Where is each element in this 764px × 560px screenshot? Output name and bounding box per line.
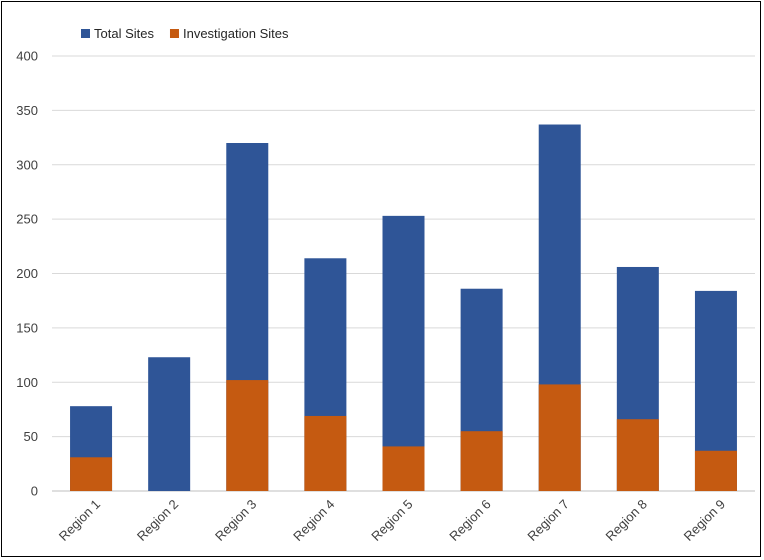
x-tick-label: Region 2 (134, 497, 181, 544)
investigation-sites-bar-5 (382, 446, 425, 491)
y-tick-label: 0 (31, 484, 38, 499)
x-tick-label: Region 6 (446, 497, 493, 544)
y-axis-ticks: 0 50 100 150 200 250 300 350 400 (16, 49, 38, 499)
investigation-sites-bar-6 (460, 431, 503, 491)
x-tick-label: Region 4 (290, 497, 337, 544)
legend-swatch (81, 29, 90, 38)
x-tick-label: Region 3 (212, 497, 259, 544)
y-tick-label: 100 (16, 375, 38, 390)
y-tick-label: 250 (16, 212, 38, 227)
bars (70, 124, 737, 492)
investigation-sites-bar-9 (694, 450, 737, 491)
y-tick-label: 150 (16, 320, 38, 335)
x-tick-label: Region 5 (368, 497, 415, 544)
total-sites-bar-2 (148, 357, 191, 491)
legend: Total Sites Investigation Sites (81, 26, 289, 41)
legend-label: Total Sites (94, 26, 154, 41)
y-tick-label: 350 (16, 103, 38, 118)
y-tick-label: 300 (16, 157, 38, 172)
x-tick-label: Region 7 (524, 497, 571, 544)
total-sites-bar-5 (382, 215, 425, 492)
investigation-sites-bar-4 (304, 415, 347, 491)
x-tick-label: Region 8 (603, 497, 650, 544)
y-tick-label: 400 (16, 49, 38, 64)
investigation-sites-bar-8 (616, 419, 659, 491)
investigation-sites-bar-7 (538, 384, 581, 491)
x-tick-label: Region 1 (56, 497, 103, 544)
y-tick-label: 50 (24, 429, 38, 444)
y-tick-label: 200 (16, 266, 38, 281)
investigation-sites-bar-1 (70, 457, 113, 491)
investigation-sites-bar-3 (226, 380, 269, 491)
legend-label: Investigation Sites (183, 26, 289, 41)
legend-swatch (169, 29, 179, 38)
x-axis-ticks: Region 1 Region 2 Region 3 Region 4 Region 5… (56, 497, 728, 544)
x-tick-label: Region 9 (681, 497, 728, 544)
